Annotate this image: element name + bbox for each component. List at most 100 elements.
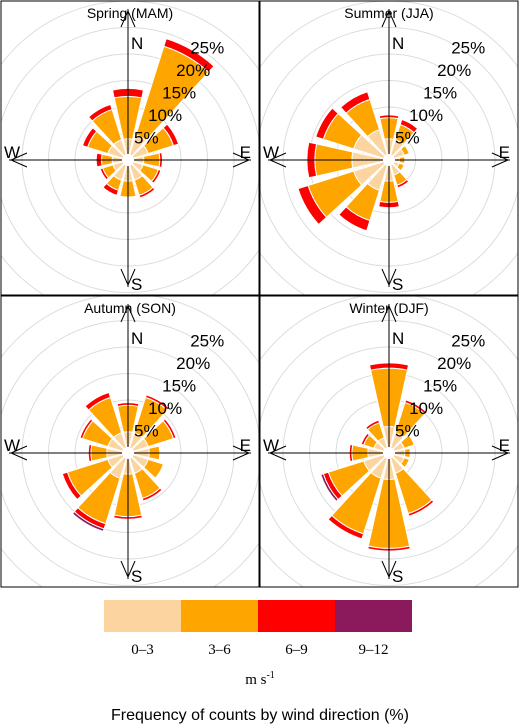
- panel-border: [0, 295, 260, 588]
- panel-plot-area: N E S W 5% 10% 15% 20% 25% Summer (JJA): [260, 1, 518, 295]
- wedge-330-bin2: [84, 391, 112, 411]
- wedge-30-bin2: [399, 118, 419, 134]
- ring-label-20pct: 20%: [437, 354, 471, 373]
- wedge-330-bin2: [87, 103, 113, 122]
- wedge-30-bin2: [404, 399, 428, 415]
- wedge-300-bin2: [79, 418, 94, 440]
- arrowhead-east: [491, 445, 510, 461]
- direction-label-w: W: [4, 436, 20, 455]
- ring-label-15pct: 15%: [162, 84, 196, 103]
- ring-label-5pct: 5%: [395, 422, 420, 441]
- ring-label-20pct: 20%: [176, 61, 210, 80]
- wedge-60-bin2: [162, 418, 177, 440]
- wedge-150-bin2: [141, 487, 163, 502]
- wedge-150-bin2: [407, 499, 435, 517]
- wedge-240-bin2: [61, 471, 82, 501]
- wedge-330-bin2: [339, 91, 371, 114]
- center-hole: [122, 447, 134, 459]
- wedge-60-bin2: [162, 123, 180, 147]
- direction-label-n: N: [392, 329, 404, 348]
- legend-swatch-1: [181, 600, 258, 632]
- ring-label-5pct: 5%: [395, 129, 420, 148]
- arrowhead-east: [491, 152, 510, 168]
- wedge-60-bin1: [400, 144, 410, 156]
- wedge-240-bin3: [320, 473, 339, 503]
- arrowhead-south: [120, 560, 136, 579]
- ring-label-20pct: 20%: [176, 354, 210, 373]
- direction-label-n: N: [392, 34, 404, 53]
- arrowhead-south: [381, 268, 397, 287]
- direction-label-n: N: [131, 329, 143, 348]
- wedge-240-bin2: [99, 167, 110, 181]
- ring-label-10pct: 10%: [409, 106, 443, 125]
- wedge-210-bin2: [102, 182, 120, 197]
- wedge-150-bin2: [138, 186, 156, 199]
- wedge-240-bin2: [297, 184, 328, 226]
- direction-label-w: W: [263, 436, 279, 455]
- wedge-120-bin1: [400, 457, 410, 469]
- legend-label-3: 9–12: [359, 642, 389, 658]
- arrowhead-west: [268, 152, 287, 168]
- direction-label-s: S: [392, 275, 403, 294]
- ring-label-10pct: 10%: [148, 399, 182, 418]
- wedge-30-bin2: [144, 394, 170, 411]
- panel-title: Summer (JJA): [344, 5, 433, 21]
- panel-winter: N E S W 5% 10% 15% 20% 25% Winter (DJF): [259, 295, 519, 588]
- ring-label-25pct: 25%: [190, 332, 224, 351]
- wedge-210-bin3: [71, 510, 105, 532]
- panel-plot-area: N E S W 5% 10% 15% 20% 25% Autumn (SON): [1, 296, 259, 587]
- legend: 0–3 3–6 6–9 9–12: [104, 600, 412, 658]
- chart-caption: Frequency of counts by wind direction (%…: [111, 707, 409, 724]
- wedge-120-bin1: [142, 458, 165, 479]
- legend-swatch-3: [335, 600, 412, 632]
- direction-label-w: W: [4, 143, 20, 162]
- arrowhead-west: [9, 152, 28, 168]
- direction-label-w: W: [263, 143, 279, 162]
- wedge-30-bin2: [163, 38, 215, 73]
- panel-title: Winter (DJF): [349, 300, 428, 316]
- center-hole: [122, 154, 134, 166]
- legend-label-1: 3–6: [208, 642, 231, 658]
- wedge-210-bin2: [327, 514, 365, 540]
- legend-swatch-2: [258, 600, 335, 632]
- wedge-300-bin2: [315, 107, 339, 140]
- direction-label-s: S: [392, 567, 403, 586]
- direction-label-n: N: [131, 34, 143, 53]
- ring-label-25pct: 25%: [451, 39, 485, 58]
- ring-label-10pct: 10%: [148, 106, 182, 125]
- legend-label-0: 0–3: [131, 642, 154, 658]
- wedge-150-bin2: [396, 178, 410, 189]
- arrowhead-south: [381, 560, 397, 579]
- panel-title: Spring (MAM): [87, 5, 173, 21]
- arrowhead-east: [232, 445, 251, 461]
- center-hole: [383, 154, 395, 166]
- legend-label-2: 6–9: [285, 642, 308, 658]
- panel-border: [0, 0, 260, 296]
- panel-border: [259, 0, 519, 296]
- ring-label-10pct: 10%: [409, 399, 443, 418]
- ring-label-15pct: 15%: [423, 84, 457, 103]
- wedge-120-bin1: [396, 162, 405, 172]
- panel-plot-area: N E S W 5% 10% 15% 20% 25% Spring (MAM): [1, 1, 259, 295]
- ring-label-5pct: 5%: [134, 129, 159, 148]
- wedge-300-bin2: [81, 127, 98, 148]
- legend-swatch-0: [104, 600, 181, 632]
- ring-label-25pct: 25%: [451, 332, 485, 351]
- panel-summer: N E S W 5% 10% 15% 20% 25% Summer (JJA): [259, 0, 519, 296]
- direction-label-e: E: [240, 436, 251, 455]
- direction-label-e: E: [499, 143, 510, 162]
- panel-plot-area: N E S W 5% 10% 15% 20% 25% Winter (DJF): [260, 296, 518, 587]
- arrowhead-north: [381, 304, 397, 323]
- direction-label-e: E: [499, 436, 510, 455]
- arrowhead-west: [268, 445, 287, 461]
- arrowhead-south: [120, 268, 136, 287]
- direction-label-e: E: [240, 143, 251, 162]
- arrowhead-north: [120, 9, 136, 28]
- panels-group: N E S W 5% 10% 15% 20% 25% Spring (MAM) N E S W 5% 10% 1…: [0, 0, 519, 588]
- center-hole: [383, 447, 395, 459]
- units-label: m s-1: [245, 670, 275, 688]
- panel-spring: N E S W 5% 10% 15% 20% 25% Spring (MAM): [0, 0, 260, 296]
- ring-label-15pct: 15%: [423, 377, 457, 396]
- panel-title: Autumn (SON): [84, 300, 176, 316]
